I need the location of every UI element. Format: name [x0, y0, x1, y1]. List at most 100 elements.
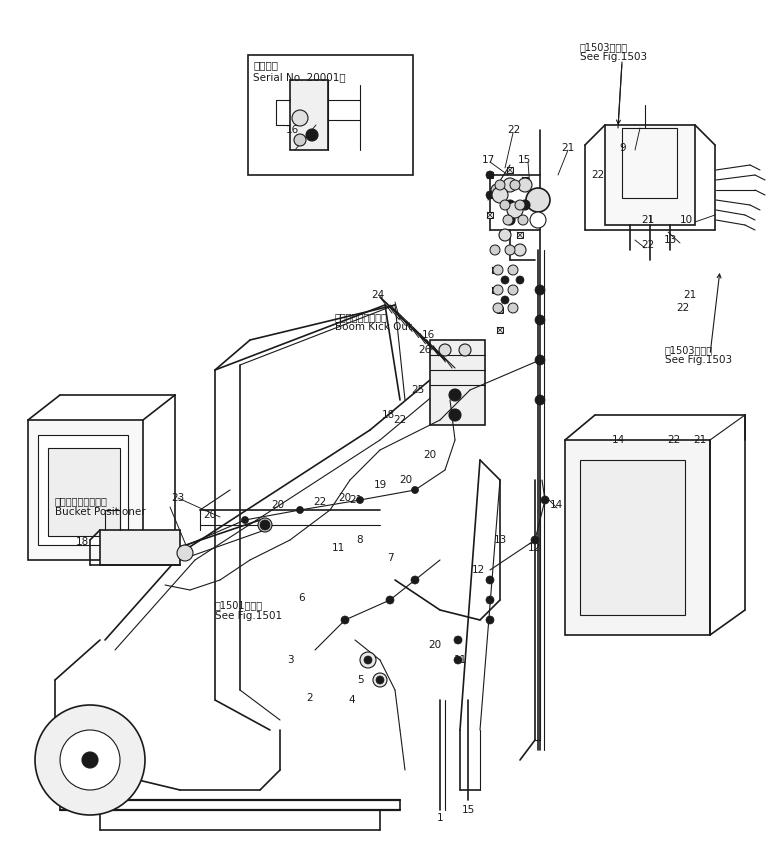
Text: 1: 1 [437, 813, 444, 823]
Circle shape [386, 596, 394, 604]
Bar [507, 167, 513, 173]
Text: 21: 21 [641, 215, 654, 225]
Text: 16: 16 [421, 330, 434, 340]
Text: 22: 22 [313, 497, 326, 507]
Text: 25: 25 [411, 385, 424, 395]
Circle shape [501, 296, 509, 304]
Circle shape [493, 285, 503, 295]
Bar [517, 232, 523, 238]
Text: 15: 15 [461, 805, 474, 815]
Text: 22: 22 [676, 303, 690, 313]
Circle shape [515, 200, 525, 210]
Text: See Fig.1501: See Fig.1501 [215, 611, 282, 621]
Circle shape [454, 656, 462, 664]
Circle shape [508, 285, 518, 295]
Text: 20: 20 [272, 500, 285, 510]
Circle shape [505, 245, 515, 255]
Circle shape [531, 536, 539, 544]
Circle shape [508, 303, 518, 313]
Circle shape [516, 276, 524, 284]
Circle shape [411, 576, 419, 584]
Bar [290, 80, 328, 150]
Text: Boom Kick Out: Boom Kick Out [335, 322, 412, 332]
Text: 14: 14 [611, 435, 624, 445]
Circle shape [495, 180, 505, 190]
Bar [487, 212, 493, 218]
Circle shape [449, 409, 461, 421]
Text: 22: 22 [641, 240, 654, 250]
Circle shape [535, 315, 545, 325]
Bar [565, 440, 710, 635]
Circle shape [530, 212, 546, 228]
Text: ブームキックアウト: ブームキックアウト [335, 312, 388, 322]
Text: 第1501図参照: 第1501図参照 [215, 600, 263, 610]
Bar [248, 55, 413, 175]
Circle shape [439, 344, 451, 356]
Text: 22: 22 [591, 170, 604, 180]
Text: 14: 14 [549, 500, 563, 510]
Bar [487, 192, 493, 198]
Circle shape [258, 518, 272, 532]
Circle shape [60, 730, 120, 790]
Text: 4: 4 [349, 695, 355, 705]
Text: 21: 21 [561, 143, 574, 153]
Circle shape [535, 285, 545, 295]
Text: 22: 22 [668, 435, 681, 445]
Bar [492, 267, 498, 273]
Text: 12: 12 [527, 543, 541, 553]
Text: 第1503図参照: 第1503図参照 [580, 42, 628, 52]
Circle shape [508, 265, 518, 275]
Circle shape [364, 656, 372, 664]
Circle shape [507, 202, 523, 218]
Circle shape [499, 229, 511, 241]
Text: 20: 20 [203, 510, 216, 520]
Circle shape [505, 215, 515, 225]
Circle shape [454, 636, 462, 644]
Circle shape [500, 200, 510, 210]
Bar [430, 340, 485, 425]
Circle shape [306, 129, 318, 141]
Circle shape [518, 178, 532, 192]
Circle shape [518, 215, 528, 225]
Text: 21: 21 [693, 435, 707, 445]
Text: 第1503図参照: 第1503図参照 [665, 345, 713, 355]
Text: 24: 24 [371, 290, 385, 300]
Text: 18: 18 [381, 410, 394, 420]
Circle shape [486, 596, 494, 604]
Circle shape [296, 507, 303, 513]
Circle shape [510, 180, 520, 190]
Text: 7: 7 [387, 553, 393, 563]
Text: 21: 21 [350, 495, 363, 505]
Circle shape [373, 673, 387, 687]
Bar [497, 327, 503, 333]
Text: 6: 6 [299, 593, 306, 603]
Circle shape [503, 178, 517, 192]
Circle shape [449, 389, 461, 401]
Circle shape [505, 200, 515, 210]
Text: 11: 11 [454, 655, 467, 665]
Text: 20: 20 [339, 493, 352, 503]
Text: 13: 13 [494, 535, 507, 545]
Text: 3: 3 [286, 655, 293, 665]
Bar [492, 287, 498, 293]
Circle shape [490, 245, 500, 255]
Circle shape [535, 355, 545, 365]
Text: 2: 2 [306, 693, 313, 703]
Text: 9: 9 [620, 143, 626, 153]
Text: 17: 17 [481, 155, 494, 165]
Text: 16: 16 [286, 125, 299, 135]
Circle shape [501, 276, 509, 284]
Bar [48, 448, 120, 536]
Circle shape [360, 652, 376, 668]
Text: 26: 26 [418, 345, 432, 355]
Text: 13: 13 [664, 235, 677, 245]
Circle shape [357, 497, 363, 503]
Text: 適用号番: 適用号番 [253, 60, 278, 70]
Circle shape [486, 191, 494, 199]
Text: See Fig.1503: See Fig.1503 [665, 355, 732, 365]
Circle shape [411, 486, 419, 493]
Text: 19: 19 [373, 480, 387, 490]
Circle shape [292, 110, 308, 126]
Text: 22: 22 [393, 415, 407, 425]
Circle shape [177, 545, 193, 561]
